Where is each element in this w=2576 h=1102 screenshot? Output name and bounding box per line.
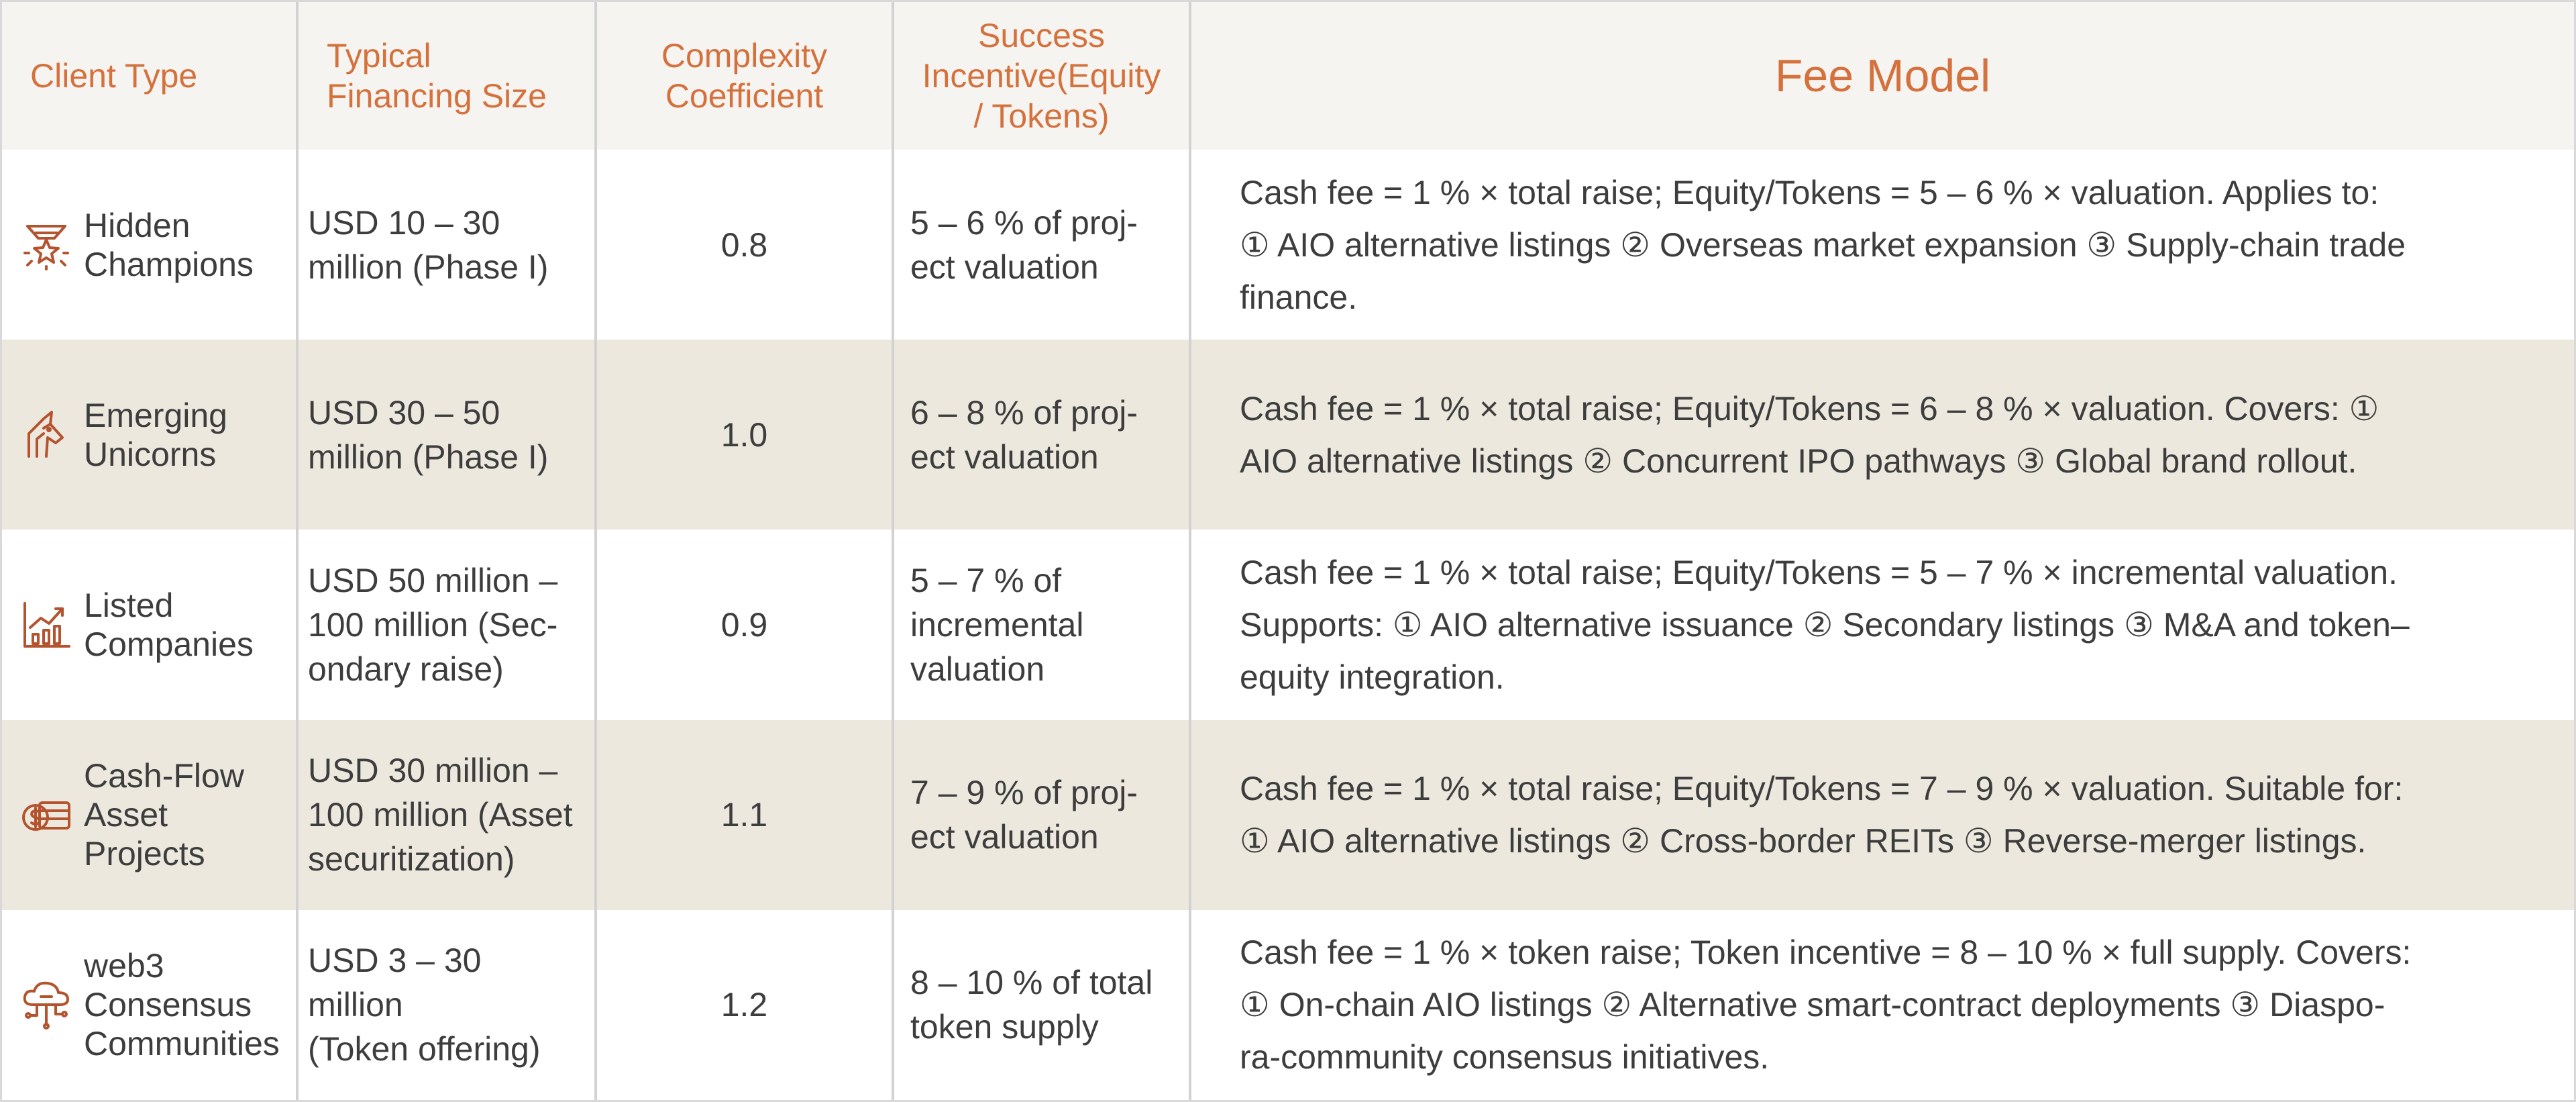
table-row: Cash-Flow Asset Projects USD 30 million –1…	[2, 719, 2574, 910]
header-client-type: Client Type	[2, 2, 299, 150]
header-incentive: Success Incentive(Equity / Tokens)	[893, 2, 1191, 150]
table-row: Hidden Champions USD 10 – 30 million (Phas…	[2, 150, 2574, 340]
table-row: web3 Consensus Communities USD 3 – 30 milli…	[2, 909, 2574, 1100]
client-type-label: Hidden Champions	[84, 206, 254, 283]
complexity-cell: 0.8	[596, 150, 894, 340]
client-type-label: Cash-Flow Asset Projects	[84, 757, 244, 873]
table-row: Emerging Unicorns USD 30 – 50 million (Pha…	[2, 340, 2574, 530]
client-type-cell: Hidden Champions	[2, 150, 299, 340]
cloud-network-icon	[23, 982, 69, 1030]
client-type-cell: web3 Consensus Communities	[2, 909, 299, 1100]
growth-chart-icon	[23, 601, 70, 648]
complexity-cell: 1.0	[596, 340, 894, 530]
financing-size-cell: USD 3 – 30 million (Token offering)	[297, 909, 597, 1100]
financing-size-cell: USD 30 million –100 million (Asset securi…	[297, 719, 597, 910]
fee-model-cell: Cash fee = 1 % × total raise; Equity/Tok…	[1240, 173, 2406, 316]
fee-model-cell: Cash fee = 1 % × total raise; Equity/Tok…	[1240, 389, 2379, 480]
fee-model-cell: Cash fee = 1 % × total raise; Equity/Tok…	[1240, 553, 2410, 696]
header-fee-model: Fee Model	[1774, 50, 1991, 101]
complexity-cell: 0.9	[596, 530, 894, 720]
fee-model-cell: Cash fee = 1 % × token raise; Token ince…	[1240, 934, 2412, 1076]
incentive-cell: 6 – 8 % of proj-ect valuation	[893, 340, 1191, 530]
client-type-cell: Listed Companies	[2, 530, 299, 720]
financing-size-cell: USD 30 – 50 million (Phase I)	[297, 340, 597, 530]
trophy-star-icon	[23, 224, 69, 270]
client-type-cell: Cash-Flow Asset Projects	[2, 719, 299, 910]
header-complexity: Complexity Coefficient	[596, 2, 894, 150]
table-row: Listed Companies USD 50 million –100 mill…	[2, 530, 2574, 720]
incentive-cell: 5 – 7 % of incremental valuation	[893, 530, 1191, 720]
client-type-label: web3 Consensus Communities	[84, 947, 280, 1063]
header-row: Client Type Typical Financing Size Comple…	[2, 2, 2574, 150]
header-financing-size: Typical Financing Size	[297, 2, 597, 150]
incentive-cell: 7 – 9 % of proj-ect valuation	[893, 719, 1191, 910]
financing-size-cell: USD 50 million –100 million (Sec-ondary …	[297, 530, 597, 720]
incentive-cell: 8 – 10 % of total token supply	[893, 909, 1191, 1100]
fee-model-cell: Cash fee = 1 % × total raise; Equity/Tok…	[1240, 770, 2404, 860]
financing-size-cell: USD 10 – 30 million (Phase I)	[297, 150, 597, 340]
complexity-cell: 1.2	[596, 909, 894, 1100]
client-type-label: Emerging Unicorns	[84, 396, 227, 473]
unicorn-icon	[28, 410, 64, 458]
cash-flow-icon	[22, 801, 70, 832]
client-type-label: Listed Companies	[84, 586, 254, 663]
incentive-cell: 5 – 6 % of proj-ect valuation	[893, 150, 1191, 340]
complexity-cell: 1.1	[596, 719, 894, 910]
client-type-cell: Emerging Unicorns	[2, 340, 299, 530]
